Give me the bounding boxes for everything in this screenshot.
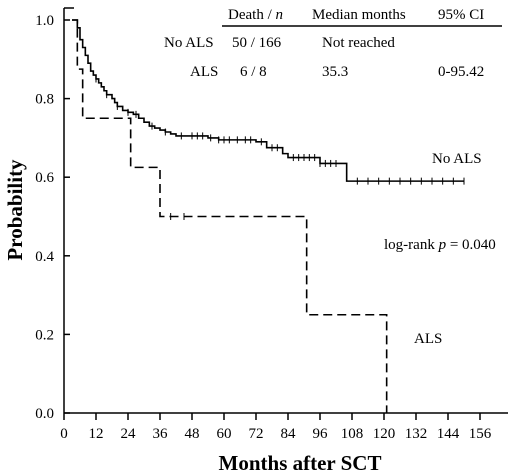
table-row-label: No ALS — [164, 35, 214, 51]
logrank-prefix: log-rank — [384, 237, 439, 253]
table-header-death-n: n — [275, 7, 283, 23]
x-tick-label: 36 — [153, 426, 169, 442]
table-row-label: ALS — [190, 64, 218, 80]
x-tick-label: 144 — [437, 426, 460, 442]
y-tick-label: 1.0 — [35, 13, 54, 29]
table-cell-median: Not reached — [322, 35, 395, 51]
x-tick-label: 108 — [341, 426, 364, 442]
x-axis-title: Months after SCT — [219, 451, 382, 475]
table-cell-ci: 0-95.42 — [438, 64, 484, 80]
x-tick-label: 132 — [405, 426, 428, 442]
y-axis-title: Probability — [3, 159, 27, 261]
x-tick-label: 12 — [89, 426, 104, 442]
x-tick-label: 48 — [185, 426, 200, 442]
logrank-annotation: log-rank p = 0.040 — [384, 237, 496, 253]
x-tick-label: 120 — [373, 426, 396, 442]
table-cell-death-n: 6 / 8 — [240, 64, 267, 80]
y-tick-label: 0.2 — [35, 327, 54, 343]
x-tick-label: 0 — [60, 426, 68, 442]
summary-table: Death / n Median months 95% CI No ALS 50… — [164, 7, 502, 80]
table-header-death: Death / n — [228, 7, 283, 23]
table-cell-median: 35.3 — [322, 64, 348, 80]
y-tick-label: 0.0 — [35, 406, 54, 422]
y-tick-label: 0.4 — [35, 249, 54, 265]
table-cell-death-n: 50 / 166 — [232, 35, 282, 51]
y-axis-ticks: 0.0 0.2 0.4 0.6 0.8 1.0 — [35, 13, 70, 422]
label-no-als: No ALS — [432, 151, 482, 167]
logrank-p: p — [438, 237, 447, 253]
x-tick-label: 96 — [313, 426, 329, 442]
table-header-median: Median months — [312, 7, 406, 23]
x-tick-label: 72 — [249, 426, 264, 442]
x-tick-label: 24 — [121, 426, 137, 442]
y-tick-label: 0.8 — [35, 92, 54, 108]
series-layer — [72, 19, 465, 413]
x-tick-label: 60 — [217, 426, 232, 442]
series-line-als — [72, 19, 388, 413]
x-tick-label: 156 — [469, 426, 492, 442]
table-header-death-text: Death / — [228, 7, 275, 23]
label-als: ALS — [414, 331, 442, 347]
x-tick-label: 84 — [281, 426, 297, 442]
logrank-value: = 0.040 — [446, 237, 496, 253]
y-tick-label: 0.6 — [35, 170, 54, 186]
table-header-ci: 95% CI — [438, 7, 484, 23]
series-line-no-als — [72, 19, 464, 182]
x-axis-ticks: 0 12 24 36 48 60 72 84 96 108 120 132 144 156 — [60, 413, 492, 442]
